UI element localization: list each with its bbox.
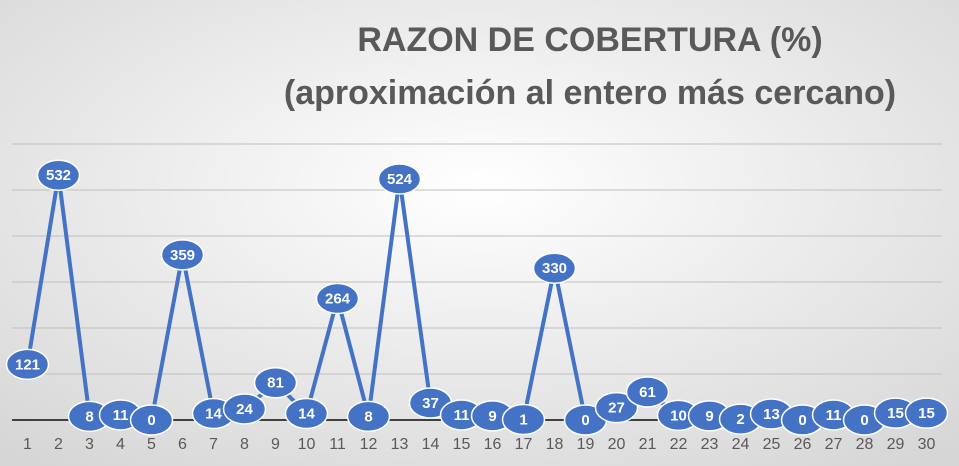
data-label: 2 <box>736 411 744 428</box>
data-label: 8 <box>85 408 93 425</box>
data-label: 264 <box>325 291 351 308</box>
data-label: 0 <box>798 412 806 429</box>
data-label: 13 <box>763 406 780 423</box>
data-label: 27 <box>608 400 625 417</box>
x-tick-label: 28 <box>856 436 874 453</box>
x-tick-label: 24 <box>732 436 750 453</box>
x-tick-label: 5 <box>147 436 156 453</box>
data-label: 11 <box>826 407 842 424</box>
data-marker <box>501 403 546 436</box>
x-tick-label: 7 <box>209 436 218 453</box>
data-label: 0 <box>581 412 589 429</box>
data-marker <box>346 400 391 433</box>
x-tick-label: 10 <box>298 436 316 453</box>
x-tick-label: 16 <box>484 436 502 453</box>
data-marker <box>625 376 670 408</box>
data-label: 9 <box>705 408 713 425</box>
data-label: 330 <box>542 260 567 277</box>
data-marker <box>129 404 174 436</box>
x-tick-label: 21 <box>639 436 657 453</box>
x-tick-label: 20 <box>608 436 626 453</box>
x-tick-label: 26 <box>794 436 812 453</box>
data-marker <box>532 252 577 284</box>
x-tick-label: 12 <box>360 436 378 453</box>
data-label: 14 <box>298 406 315 423</box>
data-label: 15 <box>918 405 935 422</box>
chart-subtitle: (aproximación al entero más cercano) <box>284 74 896 112</box>
x-tick-label: 30 <box>918 436 936 453</box>
x-tick-label: 13 <box>391 436 409 453</box>
data-label: 1 <box>519 412 527 429</box>
data-marker <box>377 163 422 195</box>
data-label: 0 <box>860 412 868 429</box>
data-marker <box>904 397 949 429</box>
x-tick-label: 18 <box>546 436 564 453</box>
x-tick-label: 25 <box>763 436 781 453</box>
x-tick-label: 11 <box>329 436 346 453</box>
x-tick-label: 1 <box>23 436 32 453</box>
data-label: 359 <box>170 247 195 264</box>
data-label: 10 <box>670 407 687 424</box>
data-marker <box>253 366 298 399</box>
data-label: 14 <box>205 406 222 423</box>
x-tick-label: 9 <box>271 436 280 453</box>
data-label: 9 <box>488 408 496 425</box>
data-label: 11 <box>454 407 470 424</box>
x-tick-label: 29 <box>887 436 905 453</box>
x-tick-label: 15 <box>453 436 471 453</box>
data-marker <box>160 239 205 271</box>
data-label: 61 <box>639 384 656 401</box>
data-label: 37 <box>422 395 439 412</box>
x-tick-label: 19 <box>577 436 595 453</box>
data-marker <box>36 159 81 192</box>
x-tick-label: 17 <box>515 436 533 453</box>
x-tick-label: 4 <box>116 436 125 453</box>
data-label: 11 <box>113 407 129 424</box>
chart-title: RAZON DE COBERTURA (%) <box>357 21 822 59</box>
x-tick-label: 14 <box>422 436 440 453</box>
data-label: 8 <box>364 408 372 425</box>
data-marker <box>222 393 267 425</box>
x-tick-label: 3 <box>85 436 94 453</box>
data-label: 524 <box>387 171 413 188</box>
x-tick-label: 2 <box>54 436 63 453</box>
data-marker <box>594 391 639 424</box>
data-label: 81 <box>267 375 284 392</box>
data-marker <box>284 397 329 430</box>
x-tick-label: 27 <box>825 436 843 453</box>
x-tick-label: 6 <box>178 436 187 453</box>
data-label: 532 <box>46 167 71 184</box>
data-label: 0 <box>147 412 155 429</box>
data-marker <box>315 282 360 315</box>
data-label: 121 <box>15 356 40 373</box>
x-tick-label: 22 <box>670 436 688 453</box>
data-label: 24 <box>236 401 253 418</box>
x-tick-label: 8 <box>240 436 249 453</box>
x-tick-label: 23 <box>701 436 719 453</box>
data-label: 15 <box>887 405 904 422</box>
data-marker <box>5 348 50 381</box>
